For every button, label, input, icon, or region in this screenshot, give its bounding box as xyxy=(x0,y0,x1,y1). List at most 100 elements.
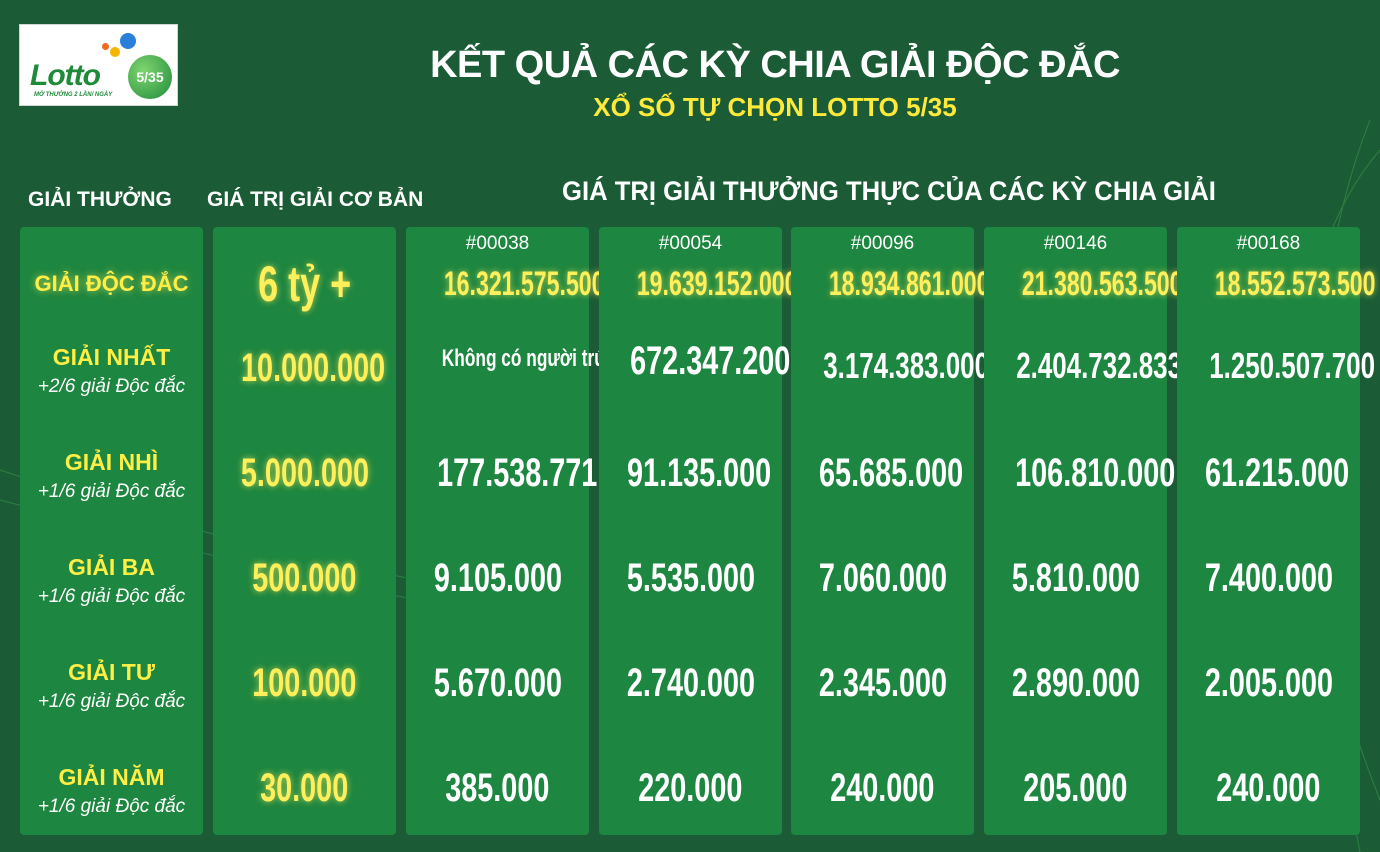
draw-id: #00096 xyxy=(850,233,915,254)
prize-name: GIẢI ĐỘC ĐẮC xyxy=(34,271,189,296)
prize-value: 91.135.000 xyxy=(599,451,782,496)
base-value: 500.000 xyxy=(213,556,396,601)
prize-value: 106.810.000 xyxy=(984,451,1175,496)
prize-name: GIẢI NHẤT xyxy=(52,344,171,370)
draw-column: #00146 21.380.563.500 2.404.732.833 106.810… xyxy=(984,227,1183,835)
base-value-text: 100.000 xyxy=(252,661,357,705)
prize-value: 2.890.000 xyxy=(984,661,1167,706)
prize-name: GIẢI NĂM xyxy=(58,764,165,790)
prize-value-text: 205.000 xyxy=(1023,766,1128,810)
draw-id: #00038 xyxy=(465,233,530,254)
lotto-logo: Lotto 5/35 MỞ THƯỞNG 2 LẦN/ NGÀY xyxy=(19,24,178,106)
base-value-column-header: GIÁ TRỊ GIẢI CƠ BẢN xyxy=(207,188,424,211)
base-value-text: 30.000 xyxy=(260,766,349,810)
base-value: 100.000 xyxy=(213,661,396,706)
prize-note: +1/6 giải Độc đắc xyxy=(37,796,186,817)
prize-value: 5.670.000 xyxy=(406,661,589,706)
prize-value: 65.685.000 xyxy=(791,451,974,496)
page-title: KẾT QUẢ CÁC KỲ CHIA GIẢI ĐỘC ĐẮC xyxy=(430,44,1120,86)
prize-value-text: 65.685.000 xyxy=(819,451,964,495)
draw-id: #00054 xyxy=(658,233,723,254)
prize-value-text: 5.810.000 xyxy=(1011,556,1140,600)
base-value: 30.000 xyxy=(213,766,396,811)
prize-value: 19.639.152.000 xyxy=(599,265,798,304)
prize-value: 2.005.000 xyxy=(1177,661,1360,706)
draw-column: #00054 19.639.152.000 672.347.200 91.135.00… xyxy=(599,227,798,835)
prize-value: 61.215.000 xyxy=(1177,451,1360,496)
base-value-text: 6 tỷ + xyxy=(257,256,352,312)
prize-value-text: 5.535.000 xyxy=(626,556,755,600)
draw-column: #00038 16.321.575.500 Không có người trúng… xyxy=(406,227,626,835)
prize-value: 18.552.573.500 xyxy=(1177,265,1376,304)
prize-value: 2.404.732.833 xyxy=(984,345,1182,387)
draw-id: #00146 xyxy=(1043,233,1108,254)
prize-value-text: 2.740.000 xyxy=(626,661,755,705)
prize-value-text: 177.538.771 xyxy=(437,451,598,495)
prize-value-text: 2.005.000 xyxy=(1204,661,1333,705)
prize-value-text: 21.380.563.500 xyxy=(1021,265,1183,303)
prize-value-text: 2.404.732.833 xyxy=(1016,345,1183,386)
prize-value-text: 2.345.000 xyxy=(818,661,947,705)
draw-column: #00168 18.552.573.500 1.250.507.700 61.215.… xyxy=(1177,227,1376,835)
prize-value: Không có người trúng xyxy=(406,345,626,373)
prize-value-text: 9.105.000 xyxy=(433,556,562,600)
prize-name: GIẢI NHÌ xyxy=(64,449,159,475)
prize-value-text: 91.135.000 xyxy=(627,451,772,495)
prize-value-text: 5.670.000 xyxy=(433,661,562,705)
prize-value: 2.345.000 xyxy=(791,661,974,706)
prize-value: 5.535.000 xyxy=(599,556,782,601)
prize-value-text: 19.639.152.000 xyxy=(636,265,798,303)
prize-note: +2/6 giải Độc đắc xyxy=(37,376,186,397)
prize-value-text: 7.400.000 xyxy=(1204,556,1333,600)
prize-value-text: 240.000 xyxy=(830,766,935,810)
prize-value-text: 3.174.383.000 xyxy=(823,345,990,386)
prize-note: +1/6 giải Độc đắc xyxy=(37,691,186,712)
prize-value-text: 18.934.861.000 xyxy=(828,265,990,303)
prize-value-text: Không có người trúng xyxy=(441,345,626,372)
prize-note: +1/6 giải Độc đắc xyxy=(37,586,186,607)
prize-value: 2.740.000 xyxy=(599,661,782,706)
prize-value: 240.000 xyxy=(1177,766,1360,811)
prize-value-text: 2.890.000 xyxy=(1011,661,1140,705)
prize-value-text: 106.810.000 xyxy=(1015,451,1176,495)
base-value-text: 10.000.000 xyxy=(241,346,386,390)
base-value-column: 6 tỷ + 10.000.000 5.000.000 500.000 100.000 3… xyxy=(213,227,396,835)
prize-name: GIẢI BA xyxy=(68,554,155,580)
prize-value-text: 16.321.575.500 xyxy=(443,265,605,303)
prize-value: 240.000 xyxy=(791,766,974,811)
draw-id: #00168 xyxy=(1236,233,1301,254)
prize-value: 3.174.383.000 xyxy=(791,345,989,387)
page-subtitle: XỔ SỐ TỰ CHỌN LOTTO 5/35 xyxy=(593,92,957,122)
prize-value-text: 1.250.507.700 xyxy=(1209,345,1376,386)
prize-value: 9.105.000 xyxy=(406,556,589,601)
base-value: 5.000.000 xyxy=(213,451,396,496)
prize-value: 5.810.000 xyxy=(984,556,1167,601)
prize-value: 7.400.000 xyxy=(1177,556,1360,601)
prize-value: 205.000 xyxy=(984,766,1167,811)
prize-value: 672.347.200 xyxy=(599,339,790,384)
base-value-text: 500.000 xyxy=(252,556,357,600)
prize-column-header: GIẢI THƯỞNG xyxy=(28,188,172,211)
prize-value: 177.538.771 xyxy=(406,451,597,496)
logo-number: 5/35 xyxy=(128,55,172,99)
prize-note: +1/6 giải Độc đắc xyxy=(37,481,186,502)
prize-value-text: 18.552.573.500 xyxy=(1214,265,1376,303)
prize-value: 18.934.861.000 xyxy=(791,265,990,304)
draw-column: #00096 18.934.861.000 3.174.383.000 65.685.… xyxy=(791,227,990,835)
prize-value: 16.321.575.500 xyxy=(406,265,605,304)
prize-value: 21.380.563.500 xyxy=(984,265,1183,304)
base-value-text: 5.000.000 xyxy=(240,451,369,495)
prize-value-text: 240.000 xyxy=(1216,766,1321,810)
base-value: 6 tỷ + xyxy=(213,255,396,313)
prize-value: 220.000 xyxy=(599,766,782,811)
prize-name: GIẢI TƯ xyxy=(68,659,155,685)
prize-value: 1.250.507.700 xyxy=(1177,345,1375,387)
prize-value-text: 61.215.000 xyxy=(1205,451,1350,495)
actual-value-header: GIÁ TRỊ GIẢI THƯỞNG THỰC CỦA CÁC KỲ CHIA… xyxy=(562,176,1216,206)
prize-value: 385.000 xyxy=(406,766,589,811)
base-value: 10.000.000 xyxy=(213,346,396,391)
logo-tagline: MỞ THƯỞNG 2 LẦN/ NGÀY xyxy=(34,92,113,98)
prize-value: 7.060.000 xyxy=(791,556,974,601)
prize-value-text: 385.000 xyxy=(445,766,550,810)
prize-value-text: 7.060.000 xyxy=(818,556,947,600)
